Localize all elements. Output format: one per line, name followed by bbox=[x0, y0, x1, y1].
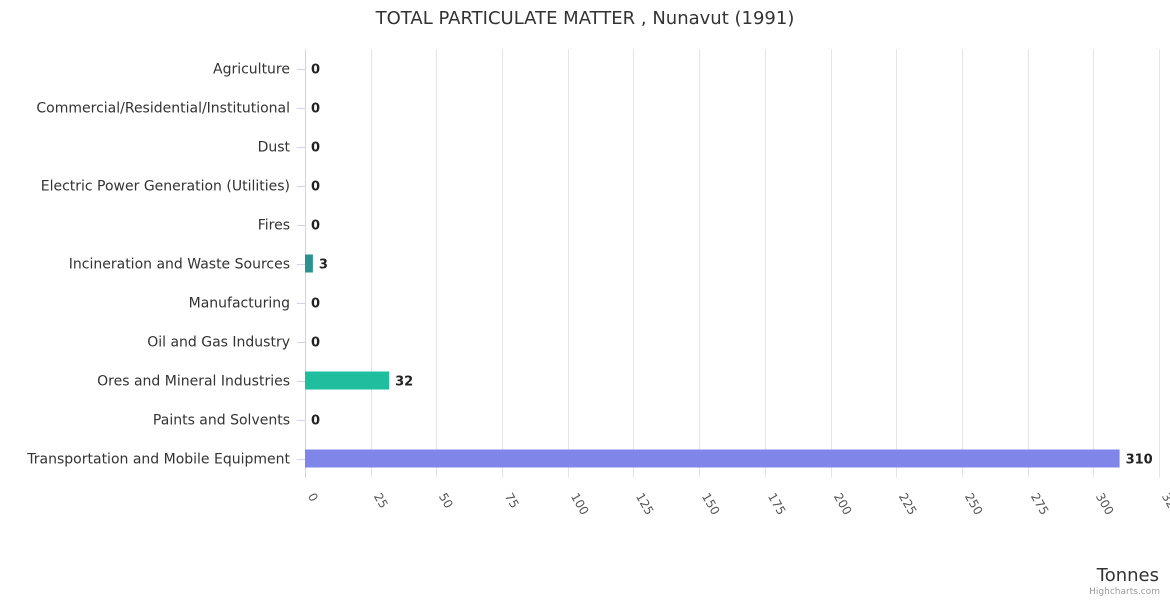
data-label: 0 bbox=[311, 141, 320, 156]
data-label: 0 bbox=[311, 102, 320, 117]
credits-link[interactable]: Highcharts.com bbox=[1089, 587, 1160, 597]
data-label: 310 bbox=[1126, 453, 1153, 468]
bar[interactable] bbox=[305, 371, 390, 390]
data-label: 0 bbox=[311, 219, 320, 234]
category-label: Electric Power Generation (Utilities) bbox=[41, 179, 290, 195]
category-label: Paints and Solvents bbox=[153, 413, 290, 429]
data-label: 3 bbox=[319, 258, 328, 273]
data-label: 32 bbox=[395, 375, 413, 390]
bar[interactable] bbox=[305, 449, 1120, 468]
x-axis-title: Tonnes bbox=[1096, 565, 1159, 586]
category-labels: Agriculture Commercial/Residential/Instit… bbox=[26, 62, 305, 468]
category-label: Ores and Mineral Industries bbox=[97, 374, 290, 390]
category-label: Commercial/Residential/Institutional bbox=[36, 101, 290, 117]
category-label: Manufacturing bbox=[189, 296, 290, 312]
x-tick-label: 75 bbox=[502, 491, 522, 511]
x-tick-label: 50 bbox=[436, 491, 456, 511]
category-label: Oil and Gas Industry bbox=[147, 335, 290, 351]
data-labels: 0 0 0 0 0 3 0 0 32 0 310 bbox=[311, 63, 1153, 468]
data-label: 0 bbox=[311, 336, 320, 351]
bar[interactable] bbox=[305, 254, 313, 273]
bars bbox=[305, 254, 1120, 468]
data-label: 0 bbox=[311, 180, 320, 195]
data-label: 0 bbox=[311, 297, 320, 312]
category-label: Dust bbox=[258, 140, 291, 156]
category-label: Agriculture bbox=[213, 62, 290, 78]
category-label: Fires bbox=[258, 218, 290, 234]
x-tick-label: 25 bbox=[371, 491, 391, 511]
category-label: Transportation and Mobile Equipment bbox=[26, 452, 290, 468]
data-label: 0 bbox=[311, 63, 320, 78]
chart-title: TOTAL PARTICULATE MATTER , Nunavut (1991… bbox=[375, 8, 795, 29]
category-label: Incineration and Waste Sources bbox=[69, 257, 290, 273]
x-tick-label: 325 bbox=[1159, 491, 1170, 518]
data-label: 0 bbox=[311, 414, 320, 429]
